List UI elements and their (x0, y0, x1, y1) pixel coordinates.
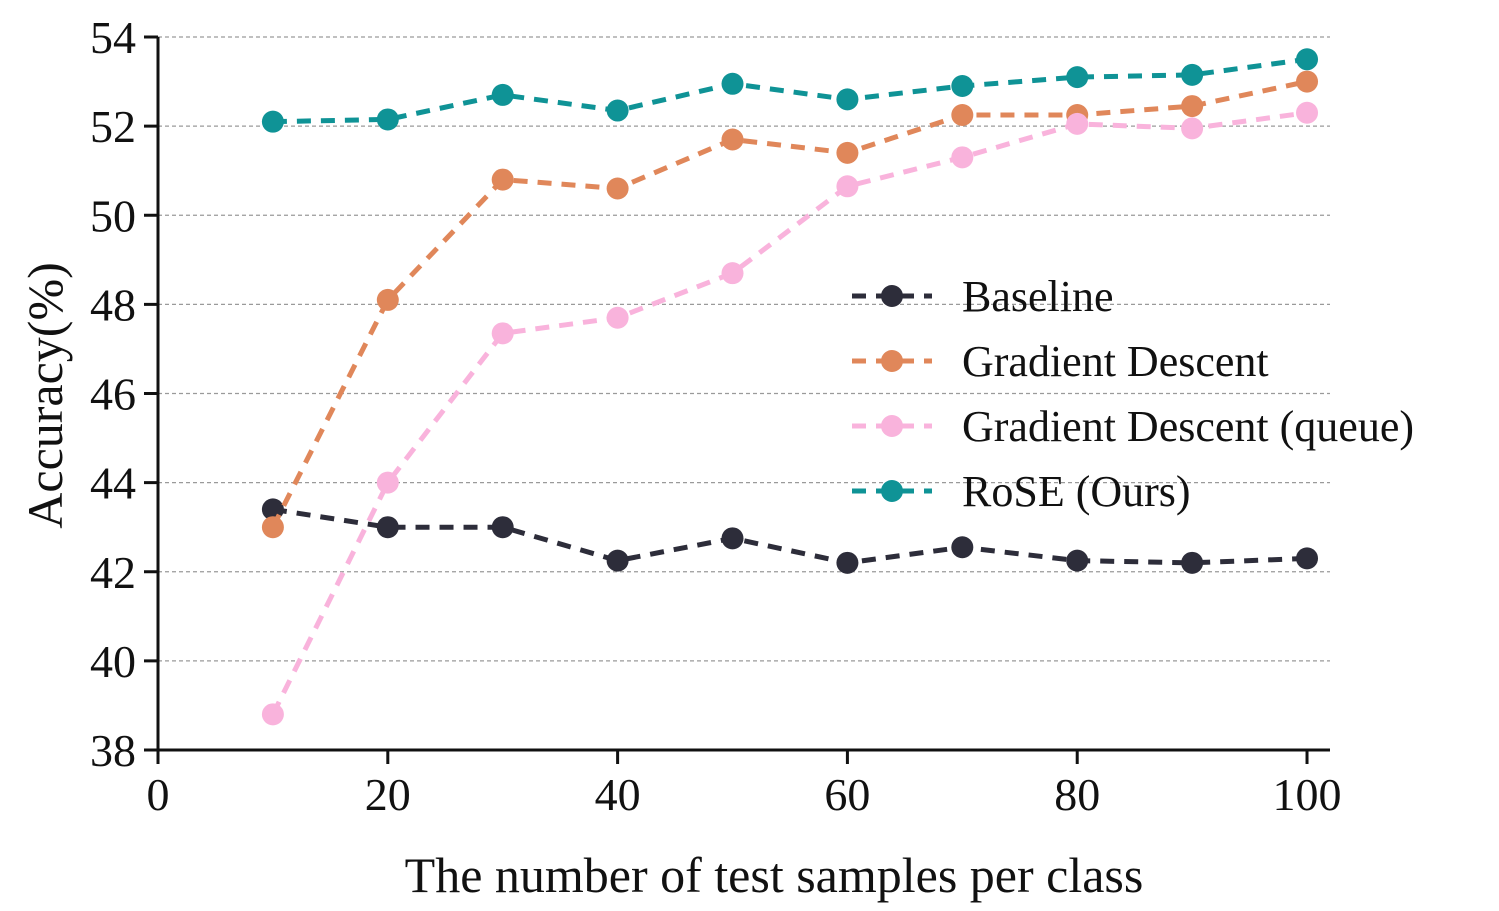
point-gradient-descent-queue-80 (1066, 112, 1089, 135)
point-baseline-100 (1296, 547, 1319, 570)
legend-label-gradient-descent-queue: Gradient Descent (queue) (962, 402, 1414, 451)
x-tick-label-80: 80 (1054, 769, 1100, 820)
point-gradient-descent-30 (491, 168, 514, 191)
ticks: 38 40 42 44 46 48 50 52 54 0 20 40 60 80 100 (90, 12, 1342, 820)
point-gradient-descent-100 (1296, 70, 1319, 93)
y-tick-label-54: 54 (90, 12, 136, 63)
point-gradient-descent-queue-60 (836, 175, 859, 198)
legend-marker-gradient-descent (881, 350, 903, 372)
point-rose-ours-50 (721, 72, 744, 95)
axes (156, 37, 1330, 752)
point-rose-ours-20 (376, 108, 399, 131)
point-baseline-40 (606, 549, 629, 572)
point-gradient-descent-queue-10 (261, 703, 284, 726)
point-baseline-50 (721, 527, 744, 550)
point-rose-ours-30 (491, 83, 514, 106)
legend-label-gradient-descent: Gradient Descent (962, 337, 1269, 386)
y-tick-label-38: 38 (90, 725, 136, 776)
point-rose-ours-70 (951, 75, 974, 98)
y-axis-title: Accuracy(%) (17, 262, 73, 528)
point-rose-ours-80 (1066, 66, 1089, 89)
point-rose-ours-60 (836, 88, 859, 111)
y-tick-label-44: 44 (90, 458, 136, 509)
point-gradient-descent-queue-70 (951, 146, 974, 169)
point-baseline-30 (491, 516, 514, 539)
point-gradient-descent-queue-50 (721, 262, 744, 285)
point-gradient-descent-20 (376, 288, 399, 311)
x-axis-title: The number of test samples per class (405, 847, 1144, 903)
point-baseline-20 (376, 516, 399, 539)
legend-marker-rose-ours (881, 480, 903, 502)
point-rose-ours-40 (606, 99, 629, 122)
point-gradient-descent-queue-40 (606, 306, 629, 329)
legend-marker-gradient-descent-queue (881, 415, 903, 437)
x-tick-label-60: 60 (824, 769, 870, 820)
legend: Baseline Gradient Descent Gradient Descent… (852, 272, 1414, 516)
y-tick-label-52: 52 (90, 101, 136, 152)
point-rose-ours-90 (1181, 63, 1204, 86)
point-gradient-descent-queue-100 (1296, 101, 1319, 124)
x-tick-label-0: 0 (147, 769, 170, 820)
y-tick-label-48: 48 (90, 279, 136, 330)
series-line-rose-ours (272, 56, 1308, 125)
x-tick-label-20: 20 (365, 769, 411, 820)
point-baseline-90 (1181, 551, 1204, 574)
point-gradient-descent-queue-90 (1181, 117, 1204, 140)
point-gradient-descent-70 (951, 103, 974, 126)
series-group (261, 48, 1319, 726)
x-tick-label-100: 100 (1273, 769, 1342, 820)
point-baseline-60 (836, 551, 859, 574)
point-gradient-descent-queue-20 (376, 471, 399, 494)
point-gradient-descent-10 (261, 516, 284, 539)
y-tick-label-40: 40 (90, 636, 136, 687)
gridlines (158, 36, 1330, 662)
point-gradient-descent-queue-30 (491, 322, 514, 345)
series-line-baseline (272, 506, 1308, 566)
legend-label-rose-ours: RoSE (Ours) (962, 467, 1191, 516)
point-gradient-descent-90 (1181, 95, 1204, 118)
point-baseline-80 (1066, 549, 1089, 572)
point-rose-ours-100 (1296, 48, 1319, 71)
y-tick-label-50: 50 (90, 190, 136, 241)
y-tick-label-46: 46 (90, 369, 136, 420)
point-rose-ours-10 (261, 110, 284, 133)
legend-marker-baseline (881, 285, 903, 307)
point-gradient-descent-50 (721, 128, 744, 151)
point-baseline-70 (951, 536, 974, 559)
legend-label-baseline: Baseline (962, 272, 1114, 321)
series-line-gradient-descent (270, 79, 1308, 529)
x-tick-label-40: 40 (595, 769, 641, 820)
y-tick-label-42: 42 (90, 547, 136, 598)
point-gradient-descent-40 (606, 177, 629, 200)
point-gradient-descent-60 (836, 141, 859, 164)
